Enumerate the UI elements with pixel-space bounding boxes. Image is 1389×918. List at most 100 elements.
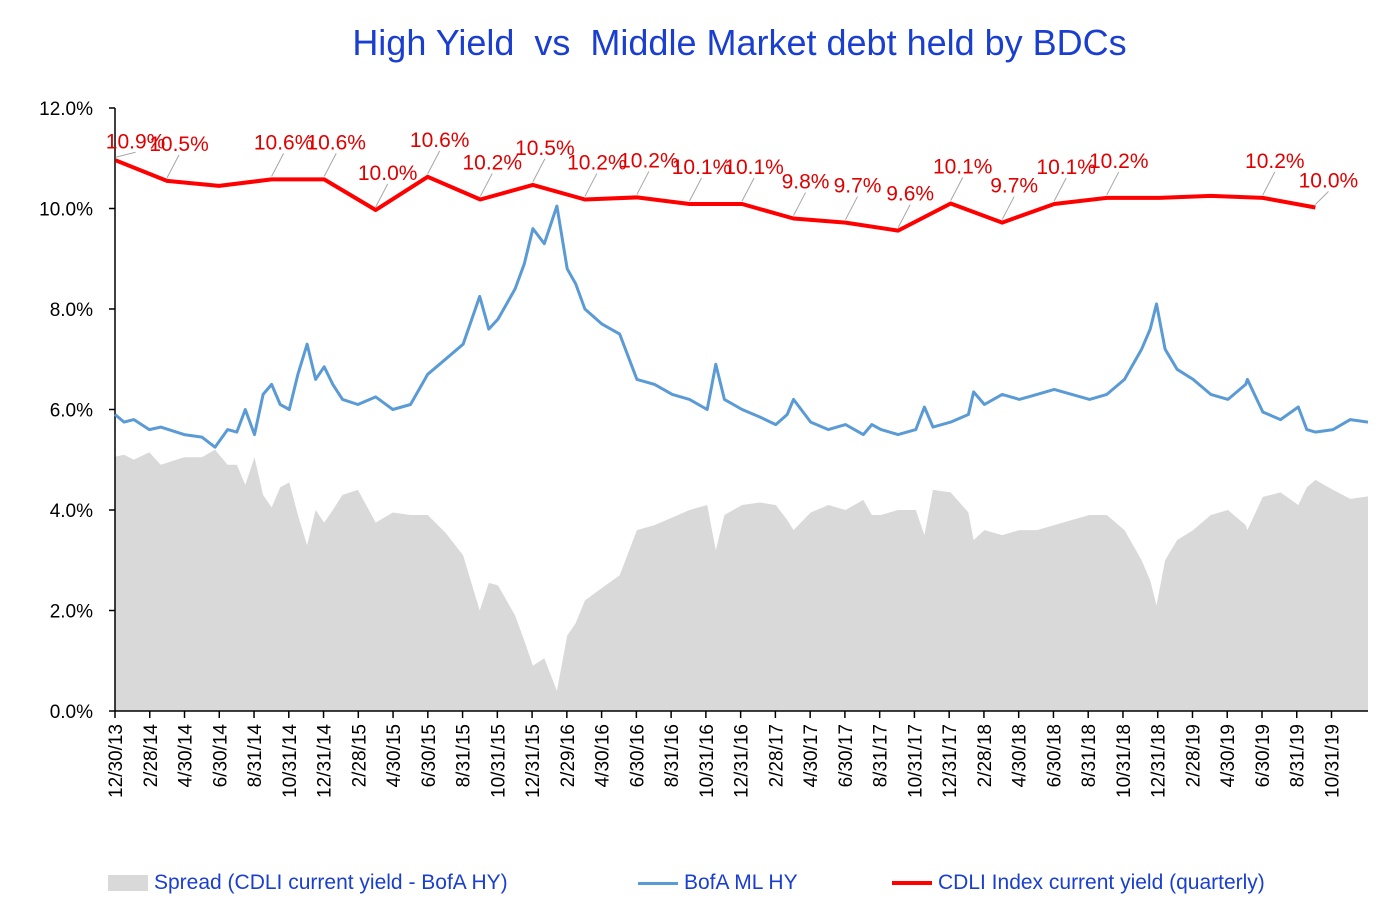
- data-label-leader: [479, 173, 493, 197]
- bofa-hy-line: [114, 204, 1369, 449]
- bofa-hy-layer: [114, 204, 1369, 449]
- data-label-leader: [1001, 196, 1015, 220]
- cdli-data-label: 10.9%: [106, 130, 166, 153]
- spread-area: [115, 449, 1368, 711]
- legend-label-hy: BofA ML HY: [684, 871, 798, 894]
- data-label-leader: [271, 153, 285, 177]
- y-tick-label: 12.0%: [39, 99, 93, 120]
- cdli-data-label: 10.1%: [1036, 156, 1096, 179]
- data-label-leader: [427, 150, 441, 175]
- data-label-leader: [845, 196, 858, 220]
- x-tick-label: 6/30/15: [419, 724, 440, 787]
- data-label-leader: [323, 153, 337, 177]
- x-tick-label: 4/30/15: [384, 724, 405, 787]
- x-tick-label: 2/29/16: [558, 724, 579, 787]
- x-tick-label: 4/30/16: [593, 724, 614, 787]
- cdli-data-label: 10.2%: [567, 151, 627, 174]
- x-tick-label: 12/31/15: [523, 724, 544, 798]
- x-tick-label: 12/31/16: [732, 724, 753, 798]
- data-label-leader: [532, 158, 546, 183]
- x-tick-label: 8/31/15: [454, 724, 475, 787]
- x-tick-label: 4/30/18: [1010, 724, 1031, 787]
- y-tick-label: 10.0%: [39, 200, 93, 221]
- x-tick-label: 6/30/16: [627, 724, 648, 787]
- x-tick-label: 4/30/14: [176, 724, 197, 788]
- legend-label-spread: Spread (CDLI current yield - BofA HY): [154, 871, 508, 894]
- cdli-data-label: 9.6%: [886, 183, 934, 206]
- data-label-leader: [1262, 171, 1276, 196]
- x-tick-label: 2/28/15: [349, 724, 370, 787]
- x-tick-label: 8/31/16: [662, 724, 683, 787]
- legend-swatch-spread: [108, 875, 148, 891]
- spread-area-layer: [115, 449, 1368, 711]
- data-label-leader: [166, 154, 180, 179]
- cdli-data-label: 10.6%: [254, 131, 314, 154]
- data-label-leader: [897, 204, 911, 228]
- cdli-data-label: 10.2%: [1245, 150, 1305, 173]
- cdli-data-label: 9.7%: [990, 175, 1038, 198]
- x-tick-label: 10/31/17: [905, 724, 926, 798]
- cdli-data-label: 10.2%: [1089, 150, 1149, 173]
- x-tick-label: 12/31/17: [940, 724, 961, 798]
- y-tick-label: 0.0%: [50, 702, 93, 723]
- cdli-data-label: 9.7%: [834, 175, 882, 198]
- x-tick-label: 8/31/19: [1288, 724, 1309, 787]
- data-label-leader: [375, 183, 389, 208]
- data-label-leader: [636, 171, 650, 195]
- data-label-leader: [1106, 171, 1120, 196]
- data-label-leader: [741, 177, 755, 202]
- data-label-leader: [1315, 191, 1329, 205]
- axes-layer: 0.0% 2.0% 4.0% 6.0% 8.0% 10.0% 12.0% 12/30/13 2/…: [39, 99, 1368, 798]
- cdli-data-label: 10.6%: [410, 129, 470, 152]
- x-tick-label: 6/30/18: [1044, 724, 1065, 787]
- cdli-data-label: 10.1%: [724, 156, 784, 179]
- cdli-data-label: 10.2%: [619, 149, 679, 172]
- x-tick-label: 12/30/13: [106, 724, 127, 798]
- x-tick-label: 4/30/19: [1218, 724, 1239, 787]
- data-label-leader: [1053, 177, 1067, 202]
- cdli-data-label: 10.5%: [149, 133, 209, 156]
- x-tick-label: 4/30/17: [801, 724, 822, 787]
- chart-title: High Yield vs Middle Market debt held by…: [352, 22, 1127, 63]
- x-tick-label: 10/31/14: [280, 724, 301, 798]
- legend-item-hy: BofA ML HY: [638, 868, 798, 898]
- cdli-data-label: 9.8%: [782, 171, 830, 194]
- cdli-data-label: 10.0%: [358, 162, 418, 185]
- x-tick-label: 10/31/16: [697, 724, 718, 798]
- x-tick-label: 6/30/17: [836, 724, 857, 787]
- x-tick-label: 2/28/18: [975, 724, 996, 787]
- x-tick-label: 8/31/18: [1079, 724, 1100, 787]
- x-tick-label: 8/31/14: [245, 724, 266, 788]
- y-tick-label: 4.0%: [50, 501, 93, 522]
- y-tick-label: 2.0%: [50, 602, 93, 623]
- legend-item-spread: Spread (CDLI current yield - BofA HY): [108, 868, 508, 898]
- x-tick-label: 6/30/14: [210, 724, 231, 788]
- cdli-line: [114, 158, 1316, 233]
- x-tick-label: 10/31/15: [488, 724, 509, 798]
- cdli-data-label: 10.5%: [515, 137, 575, 160]
- y-tick-label: 6.0%: [50, 401, 93, 422]
- cdli-data-label: 10.1%: [933, 155, 993, 178]
- x-tick-label: 2/28/14: [141, 724, 162, 788]
- legend-item-cdli: CDLI Index current yield (quarterly): [892, 868, 1265, 898]
- cdli-data-label: 10.0%: [1299, 169, 1359, 192]
- y-tick-label: 8.0%: [50, 300, 93, 321]
- x-tick-label: 10/31/18: [1114, 724, 1135, 798]
- x-tick-label: 12/31/18: [1149, 724, 1170, 798]
- cdli-layer: [114, 158, 1316, 233]
- x-tick-label: 6/30/19: [1253, 724, 1274, 787]
- data-label-leader: [950, 177, 964, 201]
- data-label-leader: [584, 173, 598, 197]
- data-label-leader: [115, 151, 136, 158]
- x-tick-label: 2/28/17: [766, 724, 787, 787]
- data-label-leader: [793, 192, 806, 216]
- legend-swatch-cdli: [892, 881, 932, 885]
- cdli-data-label: 10.1%: [672, 156, 732, 179]
- x-tick-label: 8/31/17: [871, 724, 892, 787]
- x-tick-label: 2/28/19: [1184, 724, 1205, 787]
- cdli-data-label: 10.6%: [306, 131, 366, 154]
- data-labels-layer: 10.9%10.5% 10.6%10.6%10.0%10.6%10.2%10.5%…: [106, 129, 1358, 228]
- cdli-data-label: 10.2%: [462, 151, 522, 174]
- data-label-leader: [689, 177, 702, 202]
